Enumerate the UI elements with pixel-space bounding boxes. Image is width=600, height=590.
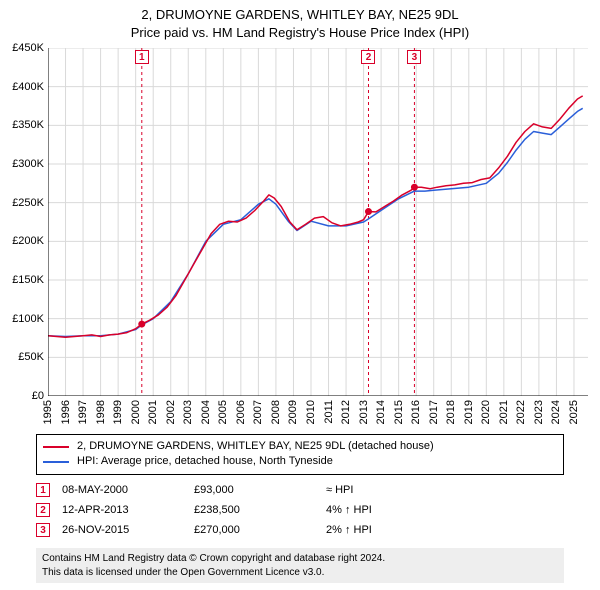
x-tick-label: 2008 [270,400,282,424]
legend-swatch-property [43,446,69,448]
chart-plot-area: £0£50K£100K£150K£200K£250K£300K£350K£400… [48,48,588,396]
x-tick-label: 2015 [393,400,405,424]
y-tick-label: £300K [12,158,44,170]
x-tick-label: 2013 [358,400,370,424]
sale-dot-1 [138,321,145,328]
sale-price-2: £238,500 [194,504,314,516]
sale-flag-top-1: 1 [135,50,149,64]
legend-swatch-hpi [43,461,69,463]
series-hpi [48,108,583,336]
sale-dot-3 [411,184,418,191]
legend-row-property: 2, DRUMOYNE GARDENS, WHITLEY BAY, NE25 9… [43,439,557,454]
sales-row-2: 2 12-APR-2013 £238,500 4% ↑ HPI [36,500,564,520]
x-tick-label: 2018 [445,400,457,424]
x-tick-label: 2011 [323,400,335,424]
chart-title-line2: Price paid vs. HM Land Registry's House … [0,24,600,42]
sale-date-1: 08-MAY-2000 [62,484,182,496]
sale-flag-top-3: 3 [407,50,421,64]
series-property [48,96,583,337]
sale-rel-1: ≈ HPI [326,484,564,496]
chart-title-block: 2, DRUMOYNE GARDENS, WHITLEY BAY, NE25 9… [0,0,600,43]
x-tick-label: 1995 [42,400,54,424]
x-tick-label: 2016 [410,400,422,424]
footer-attribution: Contains HM Land Registry data © Crown c… [36,548,564,583]
x-tick-label: 2021 [498,400,510,424]
x-tick-label: 2006 [235,400,247,424]
x-tick-label: 1997 [77,400,89,424]
legend-box: 2, DRUMOYNE GARDENS, WHITLEY BAY, NE25 9… [36,434,564,475]
sale-flag-3: 3 [36,523,50,537]
sales-row-3: 3 26-NOV-2015 £270,000 2% ↑ HPI [36,520,564,540]
x-tick-label: 2002 [165,400,177,424]
y-tick-label: £150K [12,274,44,286]
x-tick-label: 2025 [568,400,580,424]
legend-row-hpi: HPI: Average price, detached house, Nort… [43,454,557,469]
sale-rel-2: 4% ↑ HPI [326,504,564,516]
x-tick-label: 2020 [480,400,492,424]
y-tick-label: £400K [12,81,44,93]
x-tick-label: 2003 [182,400,194,424]
sale-dot-2 [365,208,372,215]
x-tick-label: 2012 [340,400,352,424]
y-tick-label: £250K [12,197,44,209]
y-tick-label: £450K [12,42,44,54]
x-tick-label: 1998 [95,400,107,424]
x-tick-label: 1996 [60,400,72,424]
sale-price-1: £93,000 [194,484,314,496]
legend-label-hpi: HPI: Average price, detached house, Nort… [77,454,333,469]
x-tick-label: 2017 [428,400,440,424]
x-tick-label: 2005 [217,400,229,424]
y-tick-label: £100K [12,313,44,325]
sales-row-1: 1 08-MAY-2000 £93,000 ≈ HPI [36,480,564,500]
sale-price-3: £270,000 [194,524,314,536]
footer-line2: This data is licensed under the Open Gov… [42,566,558,580]
x-tick-label: 2009 [287,400,299,424]
sale-flag-top-2: 2 [361,50,375,64]
x-tick-label: 2004 [200,400,212,424]
sale-date-2: 12-APR-2013 [62,504,182,516]
sale-date-3: 26-NOV-2015 [62,524,182,536]
y-tick-label: £50K [18,351,44,363]
x-tick-label: 2023 [533,400,545,424]
sales-table: 1 08-MAY-2000 £93,000 ≈ HPI 2 12-APR-201… [36,480,564,540]
x-tick-label: 1999 [112,400,124,424]
x-tick-label: 2014 [375,400,387,424]
x-tick-label: 2007 [252,400,264,424]
x-tick-label: 2024 [550,400,562,424]
x-tick-label: 2000 [130,400,142,424]
x-tick-label: 2010 [305,400,317,424]
y-tick-label: £350K [12,119,44,131]
x-tick-label: 2001 [147,400,159,424]
sale-flag-2: 2 [36,503,50,517]
x-tick-label: 2022 [515,400,527,424]
y-tick-label: £200K [12,235,44,247]
legend-label-property: 2, DRUMOYNE GARDENS, WHITLEY BAY, NE25 9… [77,439,434,454]
chart-title-line1: 2, DRUMOYNE GARDENS, WHITLEY BAY, NE25 9… [0,6,600,24]
footer-line1: Contains HM Land Registry data © Crown c… [42,552,558,566]
sale-rel-3: 2% ↑ HPI [326,524,564,536]
x-tick-label: 2019 [463,400,475,424]
chart-svg [48,48,588,396]
sale-flag-1: 1 [36,483,50,497]
